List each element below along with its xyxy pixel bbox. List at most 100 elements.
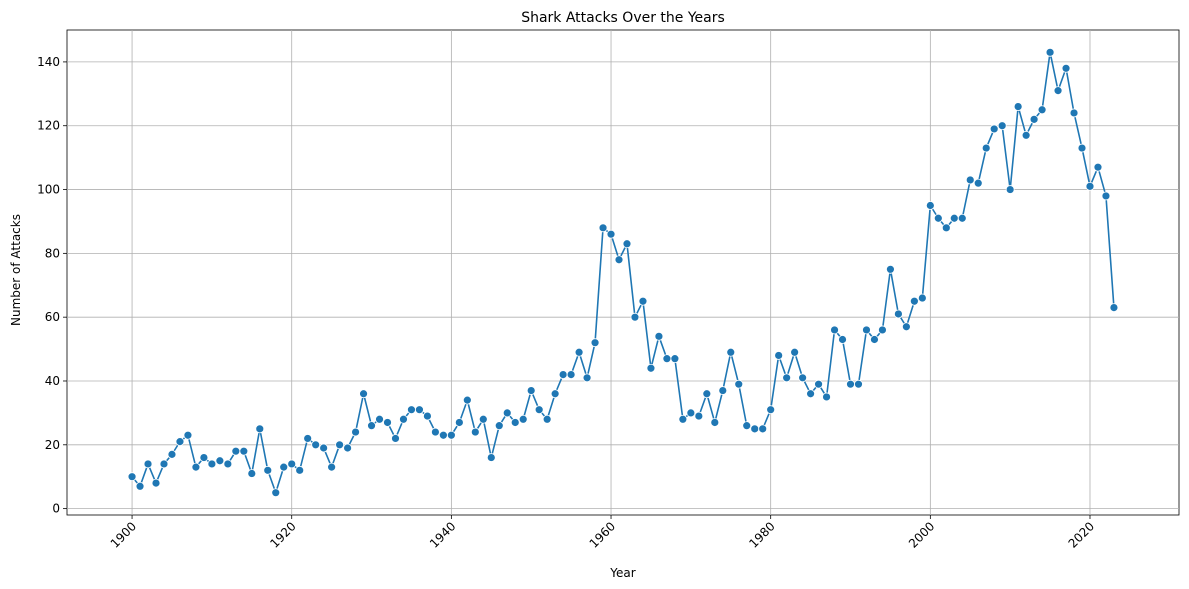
data-point — [319, 443, 329, 453]
data-point — [191, 462, 201, 472]
x-tick-label: 1920 — [267, 519, 298, 550]
data-point — [606, 229, 616, 239]
data-point — [989, 124, 999, 134]
data-point — [271, 488, 281, 498]
data-point — [303, 434, 313, 443]
data-point — [438, 430, 448, 440]
x-axis-label: Year — [609, 566, 635, 580]
data-point — [798, 373, 808, 383]
x-tick-label: 2000 — [906, 519, 937, 550]
y-axis-label: Number of Attacks — [9, 214, 23, 326]
chart-title: Shark Attacks Over the Years — [521, 10, 725, 26]
data-point — [726, 347, 736, 357]
series-attacks — [127, 47, 1119, 498]
data-point — [295, 465, 305, 475]
data-point — [470, 427, 480, 437]
data-point — [925, 201, 935, 210]
data-point — [239, 446, 249, 456]
grid — [67, 30, 1179, 515]
y-axis: 0 20 40 60 80 100 120 140 — [37, 55, 67, 516]
data-point — [862, 325, 871, 335]
data-point — [854, 379, 863, 389]
data-point — [279, 462, 289, 472]
data-point — [231, 446, 241, 456]
data-point — [1077, 143, 1087, 153]
data-point — [886, 264, 895, 274]
data-point — [981, 143, 991, 153]
x-tick-label: 2020 — [1066, 519, 1097, 550]
x-tick-label: 1940 — [427, 519, 458, 550]
data-point — [790, 347, 800, 357]
data-point — [774, 351, 784, 360]
data-point — [446, 430, 456, 440]
data-point — [175, 437, 185, 447]
data-point — [678, 414, 688, 424]
data-point — [415, 405, 424, 415]
data-point — [143, 459, 153, 469]
data-point — [742, 421, 752, 431]
data-point — [973, 178, 983, 188]
data-point — [830, 325, 839, 335]
data-point — [399, 414, 408, 424]
data-point — [878, 325, 887, 335]
data-point — [622, 239, 632, 249]
data-point — [391, 434, 400, 443]
data-point — [638, 296, 648, 306]
data-point — [590, 338, 600, 348]
data-point — [702, 389, 712, 399]
data-point — [351, 427, 360, 437]
data-point — [550, 389, 560, 399]
data-point — [694, 411, 704, 421]
data-point — [462, 395, 472, 405]
data-point — [478, 414, 488, 424]
data-point — [367, 421, 376, 431]
data-point — [894, 309, 903, 319]
data-point — [957, 213, 967, 223]
data-point — [1061, 63, 1071, 73]
data-point — [343, 443, 352, 453]
data-point — [997, 121, 1007, 131]
data-point — [838, 335, 847, 344]
data-point — [335, 440, 345, 450]
data-point — [949, 213, 959, 223]
data-point — [909, 296, 919, 306]
data-point — [1085, 181, 1095, 191]
data-point — [1037, 105, 1047, 115]
data-point — [359, 389, 368, 399]
data-point — [574, 347, 584, 357]
data-point — [311, 440, 321, 450]
data-point — [247, 469, 257, 478]
data-point — [806, 389, 815, 399]
data-point — [734, 379, 744, 389]
x-tick-label: 1960 — [587, 519, 618, 550]
data-point — [782, 373, 792, 383]
data-point — [534, 405, 544, 415]
data-point — [431, 427, 440, 437]
data-point — [1101, 191, 1111, 201]
data-point — [822, 392, 831, 402]
data-point — [646, 363, 656, 373]
data-point — [502, 408, 512, 418]
data-point — [718, 386, 728, 395]
data-point — [423, 411, 432, 421]
data-point — [199, 453, 209, 462]
y-tick-label: 100 — [37, 183, 60, 197]
data-point — [630, 312, 640, 322]
data-point — [814, 379, 823, 389]
data-point — [1069, 108, 1079, 118]
data-point — [870, 335, 879, 344]
y-tick-label: 40 — [45, 374, 60, 388]
data-point — [1021, 130, 1031, 140]
data-point — [207, 459, 217, 469]
data-point — [159, 459, 169, 469]
data-point — [846, 379, 855, 389]
data-point — [494, 421, 504, 431]
y-tick-label: 20 — [45, 438, 60, 452]
data-point — [223, 459, 233, 469]
data-point — [901, 322, 911, 332]
x-tick-label: 1900 — [108, 519, 139, 550]
data-point — [183, 430, 193, 440]
data-point — [1053, 86, 1063, 96]
data-point — [375, 414, 384, 424]
